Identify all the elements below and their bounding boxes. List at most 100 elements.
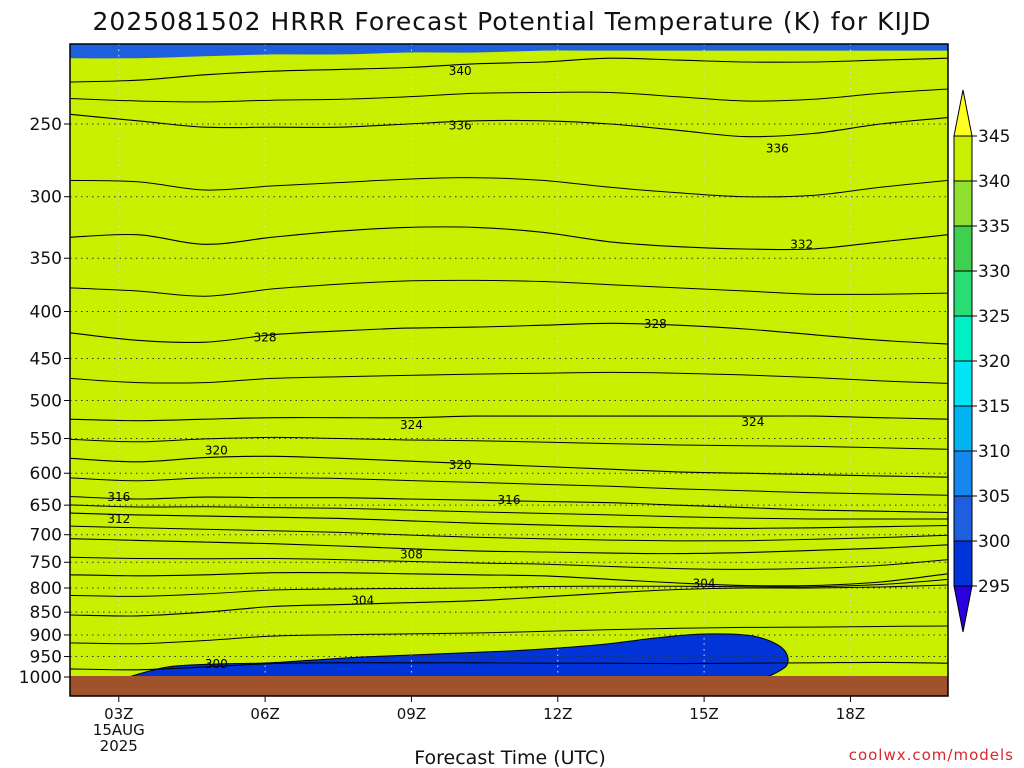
colorbar-swatch-340 — [953, 135, 973, 182]
contour-line-minor-4 — [70, 504, 948, 520]
y-tick-label-850: 850 — [30, 603, 62, 623]
contour-label-336-10a: 336 — [449, 119, 472, 133]
contour-line-minor-0 — [70, 625, 948, 645]
colorbar-swatch-330 — [953, 225, 973, 272]
contour-line-304-1 — [70, 584, 948, 617]
x-tick-label-06Z: 06Z — [250, 705, 279, 723]
colorbar-swatch-335 — [953, 180, 973, 227]
contour-label-320-6a: 320 — [205, 444, 228, 458]
x-tick-label-15Z: 15Z — [689, 705, 718, 723]
colorbar-label-305: 305 — [978, 487, 1010, 507]
contour-line-332-9 — [70, 226, 948, 251]
contour-line-minor-3 — [70, 525, 948, 542]
x-tick-label-03Z: 03Z — [104, 705, 133, 723]
colorbar-swatch-300 — [953, 495, 973, 542]
y-tick-label-300: 300 — [30, 188, 62, 208]
ground-surface — [70, 676, 948, 696]
contour-line-minor-6 — [70, 436, 948, 450]
contour-label-324-7b: 324 — [741, 415, 764, 429]
colorbar-label-330: 330 — [978, 262, 1010, 282]
y-tick-label-400: 400 — [30, 302, 62, 322]
colorbar-legend: 295 300 305 310 315 320 325 330 335 340 345 — [953, 89, 1010, 633]
credit-text: coolwx.com/models — [849, 746, 1014, 764]
colorbar-arrow-bottom — [953, 585, 973, 633]
colorbar-swatch-315 — [953, 360, 973, 407]
contour-line-minor-8 — [70, 279, 948, 297]
chart-title: 2025081502 HRRR Forecast Potential Tempe… — [93, 7, 932, 36]
contour-label-328-8b: 328 — [644, 317, 667, 331]
y-tick-label-950: 950 — [30, 648, 62, 668]
colorbar-label-340: 340 — [978, 172, 1010, 192]
y-tick-label-1000: 1000 — [19, 668, 62, 688]
contour-label-336-10b: 336 — [766, 142, 789, 156]
contour-line-300-0 — [70, 661, 948, 671]
colorbar-swatch-310 — [953, 405, 973, 452]
fill-band-340 — [70, 50, 948, 696]
filled-contours — [70, 44, 948, 696]
y-tick-label-700: 700 — [30, 526, 62, 546]
contour-label-320-6b: 320 — [449, 458, 472, 472]
contour-label-304-2a: 304 — [693, 576, 716, 590]
contour-label-304-1a: 304 — [351, 593, 374, 607]
contour-line-minor-7 — [70, 371, 948, 384]
contour-label-328-8a: 328 — [254, 331, 277, 345]
colorbar-label-335: 335 — [978, 217, 1010, 237]
contour-line-minor-5 — [70, 476, 948, 496]
x-tick-label-09Z: 09Z — [397, 705, 426, 723]
x-tick-date: 15AUG — [93, 721, 145, 739]
y-tick-label-900: 900 — [30, 626, 62, 646]
colorbar-label-325: 325 — [978, 307, 1010, 327]
colorbar-swatch-305 — [953, 450, 973, 497]
colorbar-swatch-320 — [953, 315, 973, 362]
contour-label-332-9a: 332 — [790, 237, 813, 251]
contour-label-316-5b: 316 — [498, 493, 521, 507]
y-tick-label-800: 800 — [30, 579, 62, 599]
colorbar-label-300: 300 — [978, 532, 1010, 552]
contour-line-304-2 — [70, 571, 948, 587]
x-tick-label-18Z: 18Z — [836, 705, 865, 723]
plot-frame — [69, 43, 949, 697]
contour-line-minor-1 — [70, 578, 948, 597]
contour-line-312-4 — [70, 512, 948, 529]
colorbar-label-345: 345 — [978, 127, 1010, 147]
contour-line-340-11 — [70, 57, 948, 83]
y-tick-label-600: 600 — [30, 464, 62, 484]
contour-line-minor-10 — [70, 88, 948, 103]
contour-line-minor-9 — [70, 177, 948, 198]
y-tick-label-750: 750 — [30, 553, 62, 573]
y-tick-label-550: 550 — [30, 430, 62, 450]
contour-line-336-10 — [70, 113, 948, 138]
x-tick-label-12Z: 12Z — [543, 705, 572, 723]
y-tick-label-250: 250 — [30, 115, 62, 135]
colorbar-label-310: 310 — [978, 442, 1010, 462]
x-tick-year: 2025 — [100, 737, 138, 755]
contour-line-cold-pool — [128, 633, 789, 678]
contour-line-320-6 — [70, 455, 948, 478]
contour-label-308-3a: 308 — [400, 548, 423, 562]
y-tick-label-650: 650 — [30, 496, 62, 516]
colorbar-label-295: 295 — [978, 577, 1010, 597]
y-tick-label-350: 350 — [30, 249, 62, 269]
colorbar-swatch-295 — [953, 540, 973, 587]
contour-label-324-7a: 324 — [400, 418, 423, 432]
fill-cold-pool — [128, 633, 789, 677]
contour-line-328-8 — [70, 322, 948, 345]
colorbar-label-320: 320 — [978, 352, 1010, 372]
y-tick-label-450: 450 — [30, 349, 62, 369]
colorbar-swatch-325 — [953, 270, 973, 317]
contour-line-324-7 — [70, 415, 948, 422]
contour-label-316-5a: 316 — [107, 490, 130, 504]
colorbar-label-315: 315 — [978, 397, 1010, 417]
colorbar-arrow-top — [953, 89, 973, 137]
y-tick-label-500: 500 — [30, 392, 62, 412]
x-axis-title: Forecast Time (UTC) — [414, 747, 605, 768]
contour-line-316-5 — [70, 495, 948, 514]
contour-label-340-11a: 340 — [449, 64, 472, 78]
contour-line-308-3 — [70, 538, 948, 555]
contour-label-312-4a: 312 — [107, 512, 130, 526]
